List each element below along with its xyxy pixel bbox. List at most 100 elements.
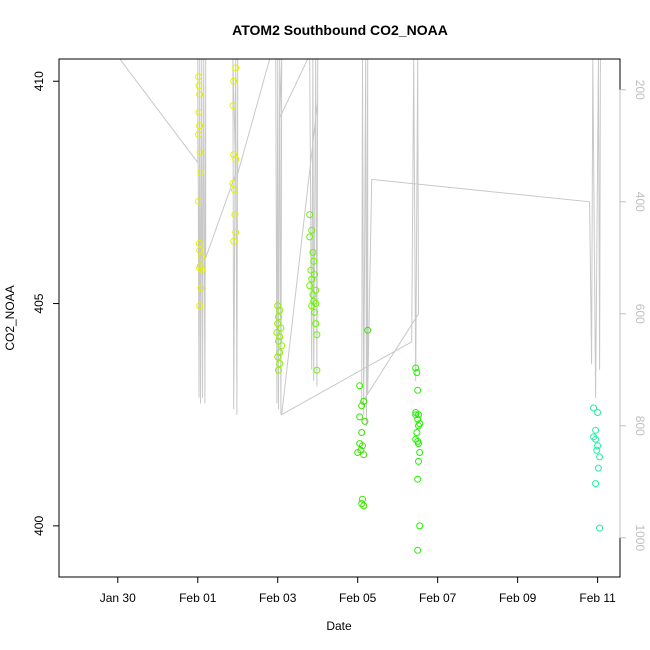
- data-point: [309, 248, 317, 256]
- data-point: [414, 386, 422, 394]
- data-point: [356, 382, 364, 390]
- data-point: [415, 422, 422, 430]
- y2-axis: 200 400 600 800 1000: [619, 80, 647, 551]
- data-point: [278, 342, 286, 350]
- y2-tick-label: 600: [633, 304, 647, 324]
- x-tick-label: Feb 07: [419, 591, 457, 605]
- data-point: [197, 284, 205, 292]
- data-point: [276, 306, 284, 314]
- data-point: [416, 522, 424, 530]
- data-point: [592, 435, 600, 443]
- data-point: [312, 300, 320, 307]
- x-tick-label: Feb 11: [579, 591, 616, 605]
- data-point: [308, 302, 316, 310]
- data-point: [415, 440, 422, 448]
- chart-title: ATOM2 Southbound CO2_NOAA: [232, 22, 448, 38]
- data-point: [310, 297, 318, 305]
- data-point: [414, 475, 422, 483]
- x-tick-label: Jan 30: [100, 591, 136, 605]
- data-point: [594, 464, 602, 472]
- data-point: [277, 324, 285, 332]
- data-point: [592, 480, 600, 488]
- data-point: [360, 502, 368, 510]
- data-point: [196, 302, 204, 310]
- data-point: [195, 82, 203, 90]
- data-point: [593, 446, 601, 454]
- data-point: [198, 253, 206, 261]
- data-point: [313, 366, 321, 374]
- data-point: [414, 415, 422, 423]
- data-point: [358, 500, 366, 508]
- data-point: [276, 333, 284, 341]
- x-tick-label: Feb 01: [179, 591, 217, 605]
- data-point: [196, 122, 204, 130]
- data-point: [196, 246, 204, 254]
- data-point: [195, 73, 203, 81]
- x-axis: Jan 30 Feb 01 Feb 03 Feb 05 Feb 07 Feb 09 Feb …: [100, 576, 616, 605]
- data-point: [229, 180, 237, 187]
- data-point: [310, 257, 318, 265]
- data-point: [358, 429, 366, 436]
- data-point: [594, 442, 602, 450]
- data-point: [413, 369, 421, 376]
- data-point: [414, 546, 422, 554]
- data-point: [196, 264, 204, 272]
- altitude-trace-line: [91, 58, 601, 426]
- data-point: [596, 453, 604, 461]
- data-point: [309, 291, 317, 299]
- data-points-layer: [195, 64, 604, 554]
- y2-tick-label: 400: [633, 192, 647, 212]
- data-point: [413, 429, 421, 436]
- data-point: [231, 211, 239, 219]
- y2-tick-label: 800: [633, 416, 647, 436]
- data-point: [594, 409, 602, 416]
- data-point: [306, 282, 314, 290]
- data-point: [356, 413, 364, 421]
- y-axis: 400 405 410: [32, 71, 60, 536]
- data-point: [308, 226, 316, 234]
- y-axis-title: CO2_NOAA: [3, 285, 17, 350]
- data-point: [275, 313, 282, 321]
- data-point: [231, 186, 238, 194]
- data-point: [590, 433, 598, 441]
- data-point: [306, 211, 314, 219]
- data-point: [306, 233, 314, 241]
- y-tick-label: 405: [32, 293, 46, 313]
- data-point: [275, 366, 282, 374]
- data-point: [412, 364, 420, 372]
- data-point: [230, 237, 238, 245]
- data-point: [360, 397, 368, 405]
- data-point: [364, 326, 372, 334]
- data-point: [274, 353, 282, 361]
- data-point: [360, 451, 368, 459]
- data-point: [275, 337, 282, 345]
- y2-tick-label: 200: [633, 80, 647, 100]
- x-axis-title: Date: [326, 619, 352, 633]
- data-point: [311, 308, 318, 316]
- data-point: [276, 349, 284, 356]
- x-tick-label: Feb 05: [339, 591, 377, 605]
- altitude-trace-layer: [91, 58, 601, 426]
- data-point: [361, 417, 369, 425]
- data-point: [232, 155, 240, 163]
- data-point: [232, 64, 240, 72]
- data-point: [195, 131, 203, 139]
- data-point: [596, 524, 604, 532]
- data-point: [232, 228, 240, 236]
- y2-tick-label: 1000: [633, 524, 647, 551]
- y-tick-label: 400: [32, 516, 46, 536]
- y-tick-label: 410: [32, 71, 46, 91]
- data-point: [412, 411, 420, 419]
- data-point: [195, 240, 203, 247]
- plot-frame: [58, 58, 621, 578]
- data-point: [592, 426, 600, 434]
- data-point: [276, 360, 284, 368]
- data-point: [359, 495, 366, 503]
- data-point: [196, 91, 204, 99]
- data-point: [415, 411, 422, 419]
- data-point: [195, 108, 203, 116]
- data-point: [416, 449, 424, 456]
- x-tick-label: Feb 03: [259, 591, 297, 605]
- data-point: [590, 404, 598, 412]
